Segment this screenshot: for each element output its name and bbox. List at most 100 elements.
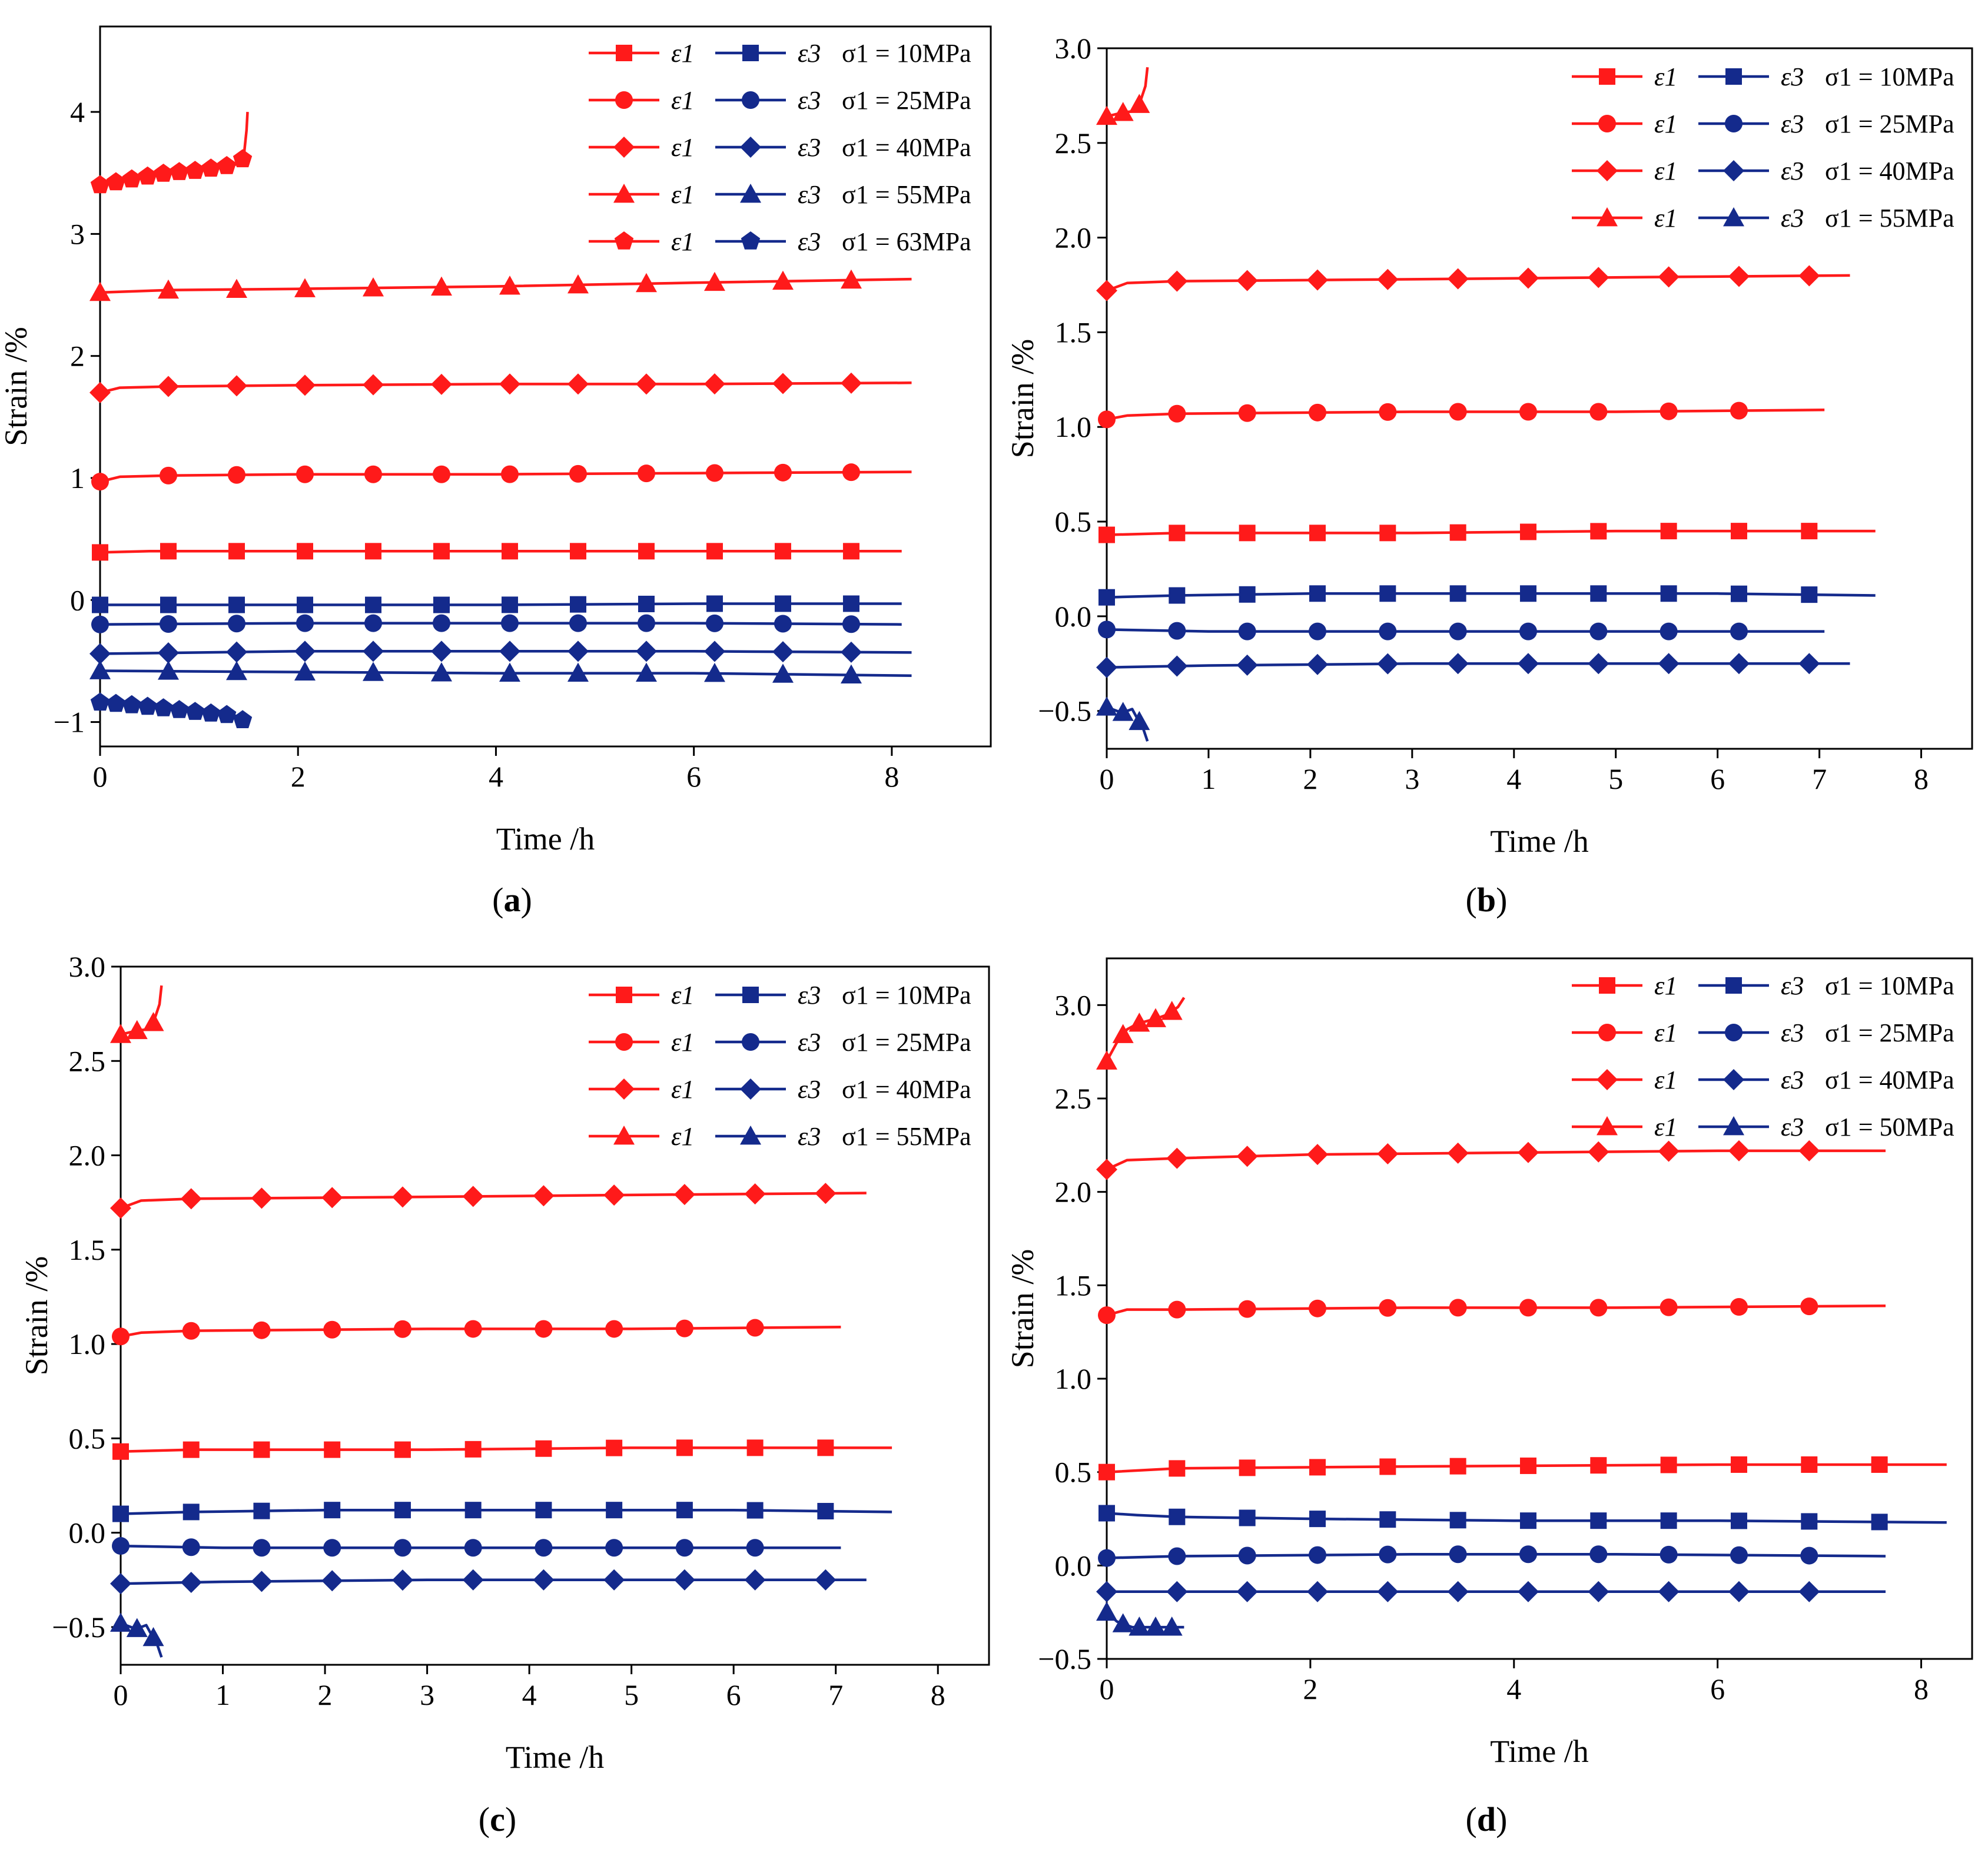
legend-label-e3: ε3 — [798, 39, 821, 68]
data-point — [160, 543, 177, 560]
y-axis-label: Strain /% — [1005, 1249, 1040, 1368]
data-point — [157, 376, 179, 397]
data-point — [1590, 585, 1607, 602]
y-tick-label: 0.5 — [69, 1422, 106, 1455]
legend-label-sigma: σ1 = 25MPa — [1825, 109, 1954, 138]
data-point — [321, 1570, 343, 1592]
legend-row: ε1 ε3 σ1 = 40MPa — [589, 1075, 971, 1104]
data-point — [1169, 1460, 1186, 1477]
data-point — [1519, 1457, 1536, 1474]
data-point — [122, 695, 141, 713]
data-point — [774, 615, 792, 633]
data-point — [1112, 1613, 1134, 1632]
legend-label-sigma: σ1 = 10MPa — [1825, 971, 1954, 1000]
legend-marker-e1 — [614, 231, 634, 250]
legend-label-e1: ε1 — [1654, 204, 1677, 233]
data-point — [1098, 410, 1116, 429]
data-point — [1801, 523, 1818, 540]
data-point — [227, 466, 245, 484]
legend-label-e3: ε3 — [798, 180, 821, 209]
data-point — [1096, 1159, 1117, 1180]
data-point — [1519, 403, 1537, 421]
data-point — [106, 693, 126, 712]
y-tick-label: 1.0 — [69, 1327, 106, 1360]
y-tick-label: −0.5 — [1038, 695, 1091, 728]
data-point — [391, 1186, 413, 1208]
legend-label-e1: ε1 — [671, 39, 694, 68]
legend-label-sigma: σ1 = 55MPa — [842, 1122, 971, 1151]
data-point — [703, 373, 725, 395]
data-point — [1169, 1508, 1186, 1525]
data-point — [815, 1183, 837, 1204]
y-tick-label: 4 — [70, 95, 85, 128]
data-point — [154, 698, 173, 716]
series-e3-diamond — [110, 1569, 867, 1595]
x-tick-label: 5 — [1608, 762, 1623, 795]
x-axis-label: Time /h — [1490, 824, 1589, 859]
legend-label-e1: ε1 — [671, 1028, 694, 1057]
data-point — [159, 466, 177, 484]
series-line — [1106, 1304, 1886, 1317]
data-point — [635, 373, 657, 395]
legend-label-e3: ε3 — [1781, 109, 1804, 138]
data-point — [1379, 1511, 1396, 1528]
data-point — [1308, 1299, 1326, 1317]
data-point — [1449, 403, 1467, 421]
legend-label-e1: ε1 — [1654, 109, 1677, 138]
data-point — [92, 544, 108, 561]
data-point — [569, 614, 587, 632]
data-point — [464, 1441, 482, 1458]
data-point — [393, 1539, 411, 1557]
series-line — [120, 1508, 892, 1515]
data-point — [364, 596, 381, 613]
series-e1-circle — [91, 463, 912, 491]
legend-marker-e1 — [616, 45, 632, 61]
y-tick-label: −1 — [54, 706, 85, 739]
data-point — [430, 640, 452, 662]
legend-row: ε1 ε3 σ1 = 55MPa — [589, 180, 971, 209]
legend-marker-e3 — [1725, 68, 1742, 85]
data-point — [499, 373, 520, 395]
data-point — [535, 1320, 553, 1338]
data-point — [225, 278, 247, 298]
legend-label-e1: ε1 — [1654, 1066, 1677, 1094]
legend-label-sigma: σ1 = 55MPa — [1825, 204, 1954, 233]
data-point — [233, 149, 253, 168]
data-point — [294, 661, 316, 681]
data-point — [1129, 1617, 1150, 1636]
data-point — [391, 1569, 413, 1591]
legend: ε1 ε3 σ1 = 10MPa ε1 ε3 σ1 = 25MPa ε1 ε3 σ1 = 40M… — [589, 981, 971, 1151]
data-point — [1798, 1140, 1820, 1161]
data-point — [91, 473, 109, 491]
data-point — [110, 1612, 131, 1632]
y-tick-label: 3.0 — [1055, 988, 1092, 1021]
series-e1-triangle — [1096, 67, 1150, 125]
data-point — [1377, 653, 1399, 675]
data-point — [567, 662, 589, 682]
x-tick-label: 1 — [215, 1678, 230, 1711]
data-point — [1129, 1013, 1150, 1032]
legend-label-e3: ε3 — [798, 981, 821, 1010]
data-point — [603, 1569, 625, 1591]
data-point — [253, 1502, 270, 1519]
data-point — [842, 615, 860, 633]
data-point — [112, 1443, 129, 1460]
data-point — [744, 1183, 766, 1205]
data-point — [1377, 268, 1399, 290]
data-point — [1519, 622, 1537, 640]
data-point — [462, 1186, 484, 1207]
legend-label-e1: ε1 — [1654, 157, 1677, 185]
legend-label-e3: ε3 — [798, 1075, 821, 1104]
data-point — [533, 1569, 555, 1591]
legend-marker-e3 — [740, 184, 761, 203]
series-e1-diamond — [1096, 265, 1850, 301]
data-point — [1098, 620, 1116, 639]
y-tick-label: 2.5 — [1055, 127, 1092, 160]
legend-label-e3: ε3 — [1781, 1113, 1804, 1141]
data-point — [296, 596, 313, 613]
x-tick-label: 8 — [1914, 1672, 1929, 1705]
data-point — [296, 465, 314, 483]
legend: ε1 ε3 σ1 = 10MPa ε1 ε3 σ1 = 25MPa ε1 ε3 σ1 = 40M… — [1572, 971, 1954, 1141]
data-point — [1660, 1298, 1678, 1316]
